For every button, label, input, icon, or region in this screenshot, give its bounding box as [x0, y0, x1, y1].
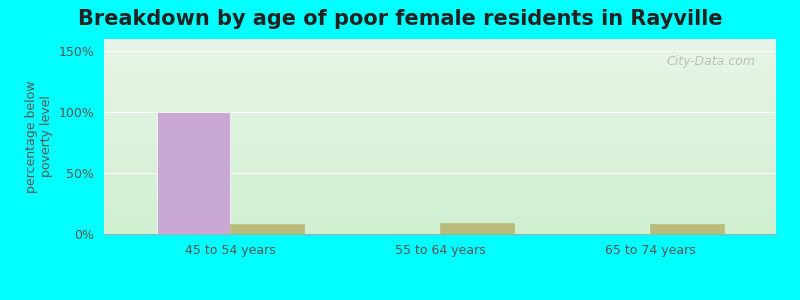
- Text: Breakdown by age of poor female residents in Rayville: Breakdown by age of poor female resident…: [78, 9, 722, 29]
- Bar: [157, 112, 230, 234]
- Bar: [440, 223, 514, 234]
- Bar: [650, 224, 723, 234]
- Text: City-Data.com: City-Data.com: [667, 55, 756, 68]
- Bar: [230, 224, 303, 234]
- Y-axis label: percentage below
poverty level: percentage below poverty level: [25, 80, 53, 193]
